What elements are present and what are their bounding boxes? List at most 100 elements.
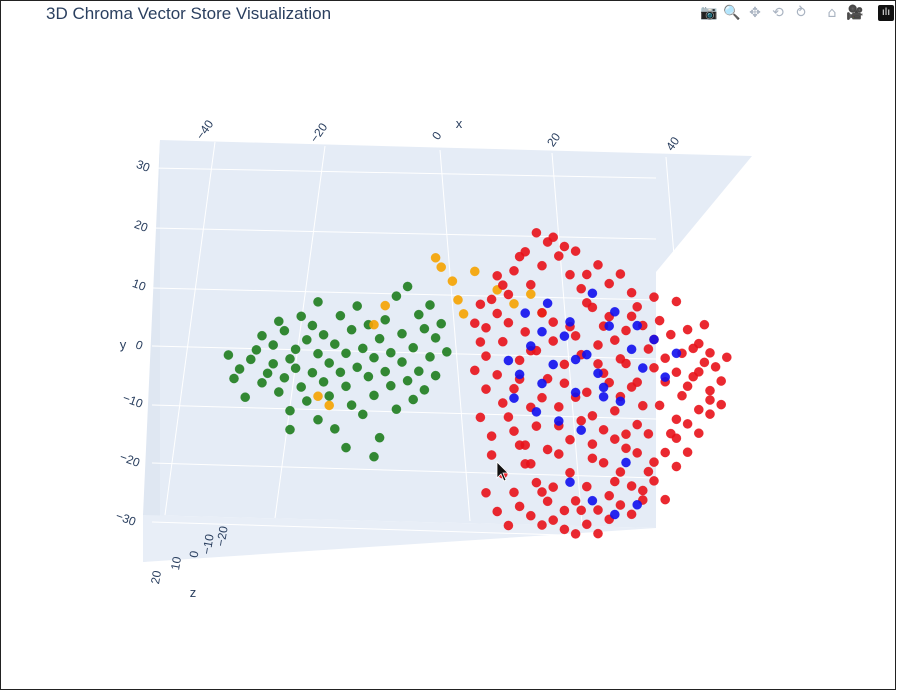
point-green[interactable] — [335, 310, 346, 321]
point-green[interactable] — [425, 352, 435, 362]
point-green[interactable] — [268, 358, 279, 369]
point-red[interactable] — [671, 296, 682, 307]
point-green[interactable] — [402, 281, 413, 292]
point-green[interactable] — [324, 391, 335, 401]
point-red[interactable] — [581, 387, 592, 398]
point-blue[interactable] — [514, 369, 525, 380]
point-red[interactable] — [721, 352, 732, 363]
point-orange[interactable] — [324, 400, 335, 411]
point-blue[interactable] — [548, 359, 559, 370]
point-green[interactable] — [285, 405, 295, 416]
point-green[interactable] — [273, 387, 284, 397]
point-red[interactable] — [497, 280, 508, 290]
point-red[interactable] — [565, 269, 575, 280]
point-blue[interactable] — [649, 334, 659, 345]
point-red[interactable] — [615, 500, 626, 510]
point-blue[interactable] — [537, 326, 547, 337]
point-red[interactable] — [486, 431, 497, 441]
point-green[interactable] — [279, 325, 290, 336]
point-red[interactable] — [581, 269, 592, 280]
point-red[interactable] — [716, 376, 727, 386]
point-green[interactable] — [430, 370, 441, 381]
point-green[interactable] — [369, 390, 379, 401]
point-green[interactable] — [441, 347, 452, 357]
point-red[interactable] — [649, 362, 659, 373]
point-red[interactable] — [649, 476, 659, 486]
point-red[interactable] — [710, 362, 721, 372]
point-orange[interactable] — [430, 252, 441, 263]
point-red[interactable] — [626, 311, 637, 322]
point-green[interactable] — [385, 380, 396, 391]
point-red[interactable] — [537, 520, 547, 530]
point-orange[interactable] — [458, 309, 469, 319]
point-green[interactable] — [369, 451, 379, 462]
point-blue[interactable] — [542, 298, 553, 309]
point-green[interactable] — [408, 394, 419, 405]
point-red[interactable] — [520, 246, 531, 257]
point-red[interactable] — [621, 325, 631, 336]
point-blue[interactable] — [576, 425, 587, 435]
point-blue[interactable] — [587, 495, 598, 506]
point-green[interactable] — [357, 409, 368, 420]
point-red[interactable] — [637, 485, 648, 496]
point-blue[interactable] — [598, 382, 609, 393]
point-red[interactable] — [559, 359, 570, 370]
point-red[interactable] — [682, 381, 693, 392]
point-blue[interactable] — [609, 509, 620, 520]
point-red[interactable] — [699, 357, 710, 368]
point-green[interactable] — [352, 362, 363, 373]
point-green[interactable] — [234, 364, 245, 374]
point-red[interactable] — [626, 287, 637, 298]
point-red[interactable] — [688, 343, 699, 354]
point-red[interactable] — [565, 434, 575, 445]
point-green[interactable] — [307, 367, 318, 378]
point-red[interactable] — [469, 318, 480, 329]
point-green[interactable] — [279, 372, 290, 383]
point-red[interactable] — [654, 315, 665, 326]
point-blue[interactable] — [609, 306, 620, 317]
point-red[interactable] — [665, 428, 676, 439]
point-red[interactable] — [531, 477, 542, 488]
point-red[interactable] — [537, 307, 547, 318]
point-red[interactable] — [682, 447, 693, 458]
point-red[interactable] — [542, 237, 553, 247]
point-blue[interactable] — [570, 354, 581, 365]
point-green[interactable] — [290, 363, 301, 374]
point-red[interactable] — [514, 440, 525, 450]
point-green[interactable] — [369, 352, 379, 363]
point-red[interactable] — [632, 301, 643, 312]
point-red[interactable] — [649, 292, 659, 302]
point-red[interactable] — [537, 392, 547, 403]
point-red[interactable] — [654, 400, 665, 411]
point-green[interactable] — [425, 300, 435, 310]
point-green[interactable] — [380, 314, 391, 325]
point-red[interactable] — [632, 377, 643, 388]
point-red[interactable] — [682, 324, 693, 335]
point-orange[interactable] — [509, 298, 519, 309]
point-red[interactable] — [587, 453, 598, 464]
pan-icon[interactable]: ✥ — [749, 5, 761, 21]
point-green[interactable] — [301, 334, 312, 345]
plotly-logo-icon[interactable]: ılı — [878, 5, 894, 21]
point-red[interactable] — [671, 414, 682, 425]
point-blue[interactable] — [565, 317, 575, 327]
point-blue[interactable] — [598, 391, 609, 402]
point-orange[interactable] — [453, 295, 463, 305]
point-green[interactable] — [329, 424, 340, 434]
point-red[interactable] — [514, 355, 525, 366]
point-blue[interactable] — [503, 355, 514, 366]
point-red[interactable] — [486, 294, 497, 305]
point-red[interactable] — [615, 269, 626, 279]
point-blue[interactable] — [604, 321, 615, 331]
point-green[interactable] — [268, 340, 279, 350]
point-red[interactable] — [503, 412, 514, 422]
point-red[interactable] — [531, 227, 542, 238]
point-red[interactable] — [587, 410, 598, 421]
point-green[interactable] — [346, 324, 357, 335]
point-green[interactable] — [296, 382, 307, 392]
point-green[interactable] — [324, 358, 335, 368]
point-blue[interactable] — [531, 407, 542, 417]
point-blue[interactable] — [632, 499, 643, 510]
point-green[interactable] — [436, 318, 447, 329]
point-red[interactable] — [649, 457, 659, 467]
